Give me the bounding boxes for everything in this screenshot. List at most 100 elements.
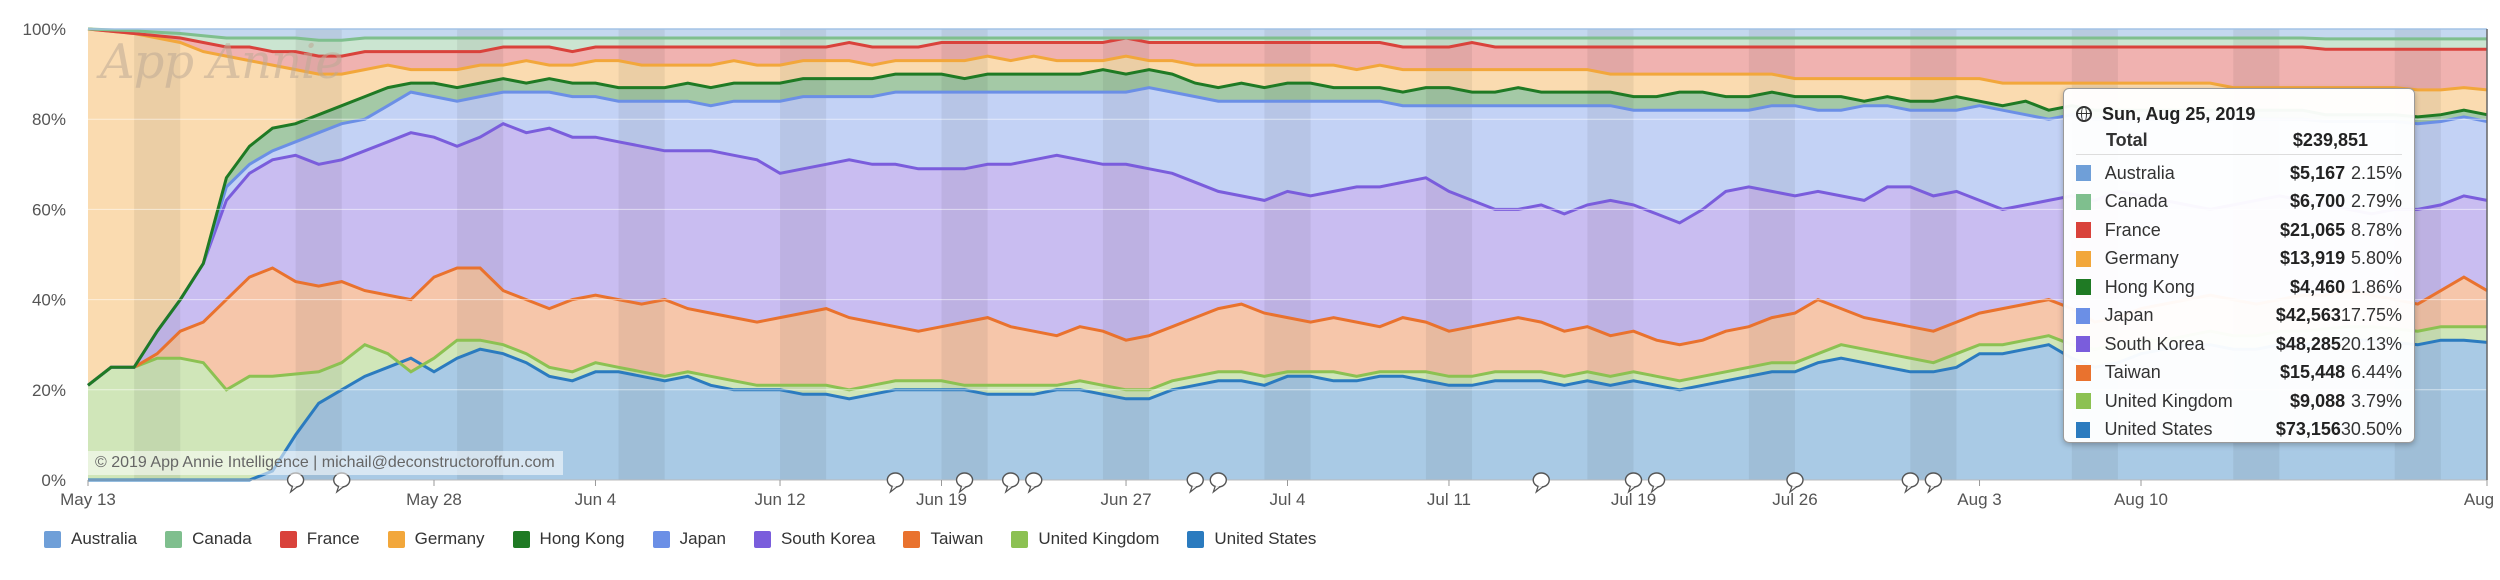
x-tick-label: Jun 27 [1101,490,1152,509]
legend-label: Hong Kong [539,529,625,548]
tooltip-row-value: $21,065 [2280,219,2346,240]
tooltip-row-south-korea: South Korea $48,285 20.13% [2076,330,2402,359]
legend-swatch [652,530,670,548]
watermark-logo: App Annie [100,34,344,90]
weekend-band [1748,29,1795,480]
event-marker-icon[interactable] [1647,472,1666,494]
tooltip-row-germany: Germany $13,919 5.80% [2076,245,2402,274]
legend-item-germany[interactable]: Germany [387,529,485,549]
tooltip-row-name: Canada [2104,191,2168,212]
area-taiwan[interactable] [88,268,2487,390]
area-france[interactable] [88,29,2487,90]
tooltip-row-value: $13,919 [2280,248,2346,269]
legend-label: Japan [679,529,726,548]
legend-swatch [44,530,61,548]
event-marker-icon[interactable] [1186,472,1204,494]
tooltip-total-label: Total [2106,130,2148,150]
tooltip-swatch [2076,222,2091,239]
tooltip-swatch [2076,165,2091,182]
tooltip-row-name: France [2104,219,2161,240]
x-tick-label: May 13 [60,490,116,509]
week-band [376,29,422,480]
weekend-band [295,29,342,480]
tooltip-row-united-kingdom: United Kingdom $9,088 3.79% [2076,387,2402,416]
event-marker-icon[interactable] [1209,472,1227,494]
legend: Australia Canada France Germany Hong Kong Jap… [44,524,1316,554]
tooltip-row-united-states: United States $73,156 30.50% [2076,416,2402,445]
legend-swatch [387,530,405,548]
globe-icon [2076,106,2092,122]
legend-item-united-states[interactable]: United States [1187,529,1316,549]
week-band [2475,29,2487,480]
event-marker-icon[interactable] [955,472,974,494]
line-canada [87,27,2487,42]
tooltip-row-value: $4,460 [2290,276,2346,297]
tooltip-row-name: Hong Kong [2104,276,2195,297]
event-marker-icon[interactable] [1532,472,1550,494]
x-tick-label: Aug [2464,490,2494,509]
y-tick-label: 100% [23,20,66,39]
tooltip-row-name: Germany [2104,248,2179,269]
legend-item-taiwan[interactable]: Taiwan [903,529,983,549]
area-canada[interactable] [88,29,2487,57]
tooltip-row-value: $15,448 [2280,362,2346,383]
tooltip-header: Sun, Aug 25, 2019 [2076,101,2402,127]
event-marker-icon[interactable] [1924,472,1943,494]
line-france [87,27,2487,58]
event-marker-icon[interactable] [886,472,905,494]
weekend-band [134,29,181,480]
x-tick-label: Jun 12 [754,490,805,509]
legend-item-france[interactable]: France [279,529,360,549]
week-band [1668,29,1714,480]
weekend-band [1102,29,1150,480]
x-tick-label: Jun 4 [575,490,617,509]
legend-item-hong-kong[interactable]: Hong Kong [512,529,625,549]
weekend-band [457,29,504,480]
legend-item-japan[interactable]: Japan [652,529,726,549]
x-tick-label: Aug 10 [2114,490,2168,509]
event-marker-icon[interactable] [333,472,351,494]
tooltip-row-pct: 20.13% [2340,333,2402,354]
x-tick-label: Jun 19 [916,490,967,509]
tooltip-swatch [2076,193,2091,210]
tooltip-row-value: $5,167 [2290,162,2346,183]
tooltip-row-pct: 1.86% [2350,276,2402,297]
legend-item-canada[interactable]: Canada [165,529,252,549]
legend-item-australia[interactable]: Australia [44,529,137,549]
tooltip-row-australia: Australia $5,167 2.15% [2076,159,2402,188]
legend-swatch [1011,530,1029,548]
x-axis-ticks: May 13 May 28 Jun 4 Jun 12 Jun 19 Jun 27 Jul 4… [60,480,2494,509]
y-tick-label: 80% [32,110,66,129]
tooltip-swatch [2076,421,2091,438]
legend-swatch [279,530,297,548]
legend-label: Taiwan [930,529,984,548]
event-marker-icon[interactable] [1624,472,1643,494]
area-japan[interactable] [88,87,2487,386]
event-marker-icon[interactable] [286,472,305,494]
y-tick-label: 0% [41,471,66,490]
event-markers[interactable] [286,472,1943,494]
area-united-states[interactable] [88,340,2487,480]
event-marker-icon[interactable] [1025,472,1043,494]
legend-label: Germany [414,529,485,548]
legend-label: Canada [192,529,252,548]
legend-label: United States [1214,529,1317,548]
tooltip-row-canada: Canada $6,700 2.79% [2076,188,2402,217]
legend-item-south-korea[interactable]: South Korea [753,529,875,549]
week-band [1507,29,1553,480]
copyright-notice: © 2019 App Annie Intelligence | michail@… [87,451,563,475]
area-south-korea[interactable] [88,123,2487,386]
legend-swatch [165,530,183,548]
area-united-kingdom[interactable] [88,326,2487,480]
weekend-band [941,29,988,480]
tooltip-row-name: Taiwan [2104,362,2161,383]
event-marker-icon[interactable] [1786,472,1804,494]
event-marker-icon[interactable] [1901,472,1920,494]
tooltip: Sun, Aug 25, 2019 Total $239,851 Austral… [2063,88,2415,443]
legend-item-united-kingdom[interactable]: United Kingdom [1011,529,1159,549]
tooltip-row-value: $48,285 [2275,333,2341,354]
event-marker-icon[interactable] [1001,472,1020,494]
x-tick-label: Jul 4 [1270,490,1306,509]
x-tick-label: Jul 11 [1427,490,1471,509]
